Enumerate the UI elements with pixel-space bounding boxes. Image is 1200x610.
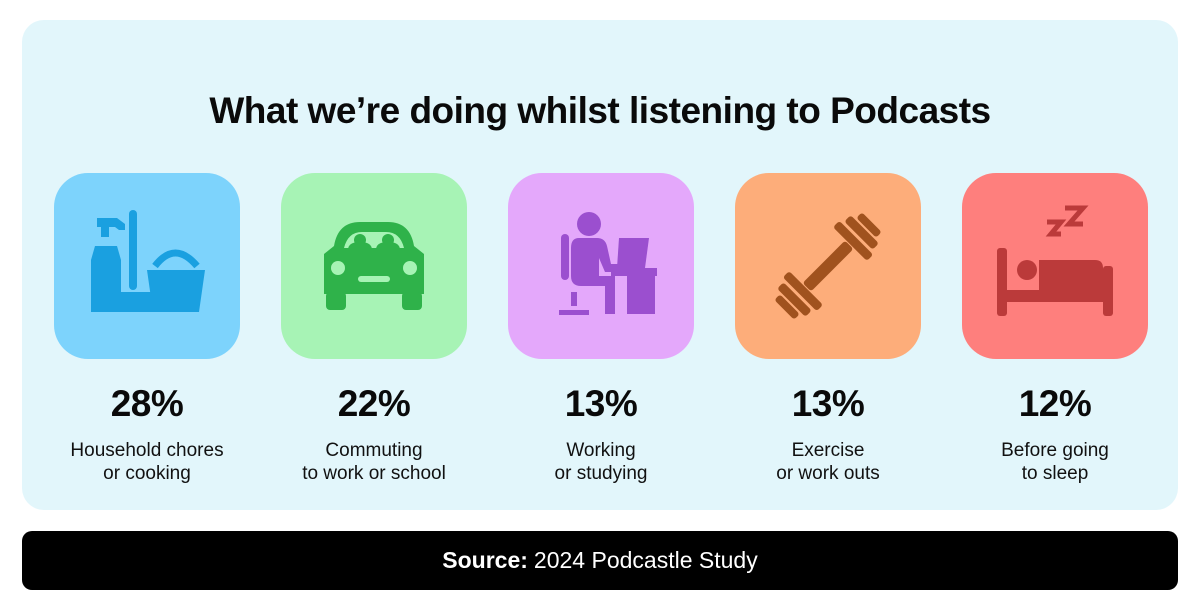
stat-label-line: Working (566, 440, 636, 461)
stat-commuting: 22% Commuting to work or school (281, 173, 467, 484)
source-text: 2024 Podcastle Study (533, 547, 758, 573)
stat-label-line: or studying (554, 463, 648, 484)
stat-label-line: to sleep (1021, 463, 1089, 484)
sleeping-bed-icon (997, 205, 1113, 316)
stat-label-line: to work or school (302, 463, 446, 484)
stat-label-line: or work outs (776, 463, 880, 484)
stat-label: Household chores or cooking (4, 439, 290, 485)
dumbbell-icon (775, 213, 881, 319)
stat-value: 22% (337, 383, 411, 424)
chart-title: What we’re doing whilst listening to Pod… (209, 90, 991, 131)
stat-label-line: Household chores (70, 440, 224, 461)
stat-label: Exercise or work outs (685, 439, 971, 485)
cleaning-supplies-icon (91, 210, 205, 312)
stat-value: 12% (1018, 383, 1092, 424)
stat-label-line: Before going (1001, 440, 1109, 461)
tile-commuting (281, 173, 467, 359)
desk-worker-icon (559, 212, 657, 315)
tile-sleep (962, 173, 1148, 359)
stat-value: 13% (791, 383, 865, 424)
stat-sleep: 12% Before going to sleep (962, 173, 1148, 484)
stat-label-line: Commuting (325, 440, 423, 461)
stat-label: Working or studying (458, 439, 744, 485)
tile-working (508, 173, 694, 359)
source-label: Source: (442, 547, 528, 573)
stat-working: 13% Working or studying (508, 173, 694, 484)
stat-label: Before going to sleep (912, 439, 1198, 485)
stat-exercise: 13% Exercise or work outs (735, 173, 921, 484)
stat-household-chores: 28% Household chores or cooking (54, 173, 240, 484)
stat-value: 13% (564, 383, 638, 424)
stat-label-line: or cooking (103, 463, 191, 484)
stat-value: 28% (110, 383, 184, 424)
infographic-panel: What we’re doing whilst listening to Pod… (22, 20, 1178, 510)
stat-label-line: Exercise (791, 440, 865, 461)
car-icon (324, 222, 424, 310)
source-bar: Source: 2024 Podcastle Study (22, 531, 1178, 590)
tile-exercise (735, 173, 921, 359)
stat-label: Commuting to work or school (231, 439, 517, 485)
tile-household-chores (54, 173, 240, 359)
